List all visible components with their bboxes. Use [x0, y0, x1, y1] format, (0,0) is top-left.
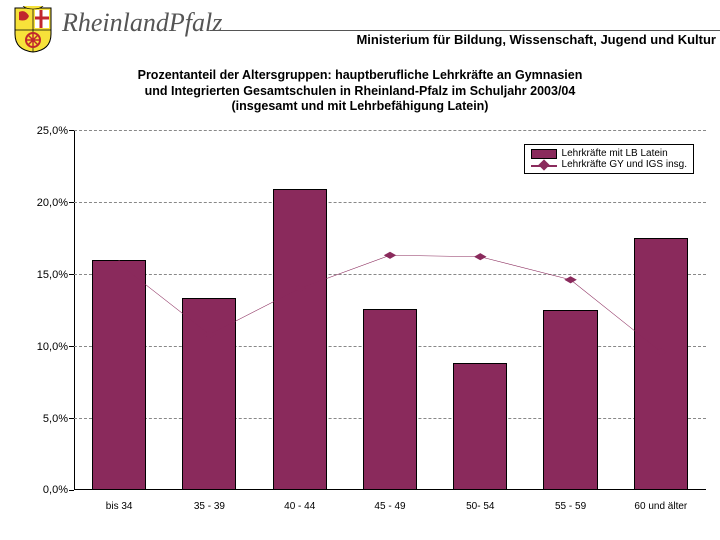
chart-area: 0,0%5,0%10,0%15,0%20,0%25,0% Lehrkräfte …	[28, 130, 712, 520]
x-tick-label: 40 - 44	[284, 501, 315, 512]
y-tick-label: 15,0%	[37, 269, 74, 281]
y-tick	[69, 490, 74, 491]
legend-swatch-icon	[531, 149, 557, 159]
ministry-label: Ministerium für Bildung, Wissenschaft, J…	[356, 32, 716, 47]
state-crest-icon	[12, 6, 54, 54]
legend-line-icon	[531, 160, 557, 170]
y-tick-label: 10,0%	[37, 341, 74, 353]
title-line: (insgesamt und mit Lehrbefähigung Latein…	[60, 99, 660, 115]
x-tick-label: 35 - 39	[194, 501, 225, 512]
line-marker	[384, 252, 397, 259]
line-marker	[474, 253, 487, 260]
x-tick-label: 50- 54	[466, 501, 494, 512]
legend-item-bars: Lehrkräfte mit LB Latein	[531, 148, 687, 159]
legend: Lehrkräfte mit LB Latein Lehrkräfte GY u…	[524, 144, 694, 174]
x-tick-label: 55 - 59	[555, 501, 586, 512]
page-header: RheinlandPfalz Ministerium für Bildung, …	[0, 0, 720, 60]
y-tick-label: 20,0%	[37, 197, 74, 209]
x-tick-label: 60 und älter	[634, 501, 687, 512]
legend-label: Lehrkräfte GY und IGS insg.	[562, 159, 687, 170]
legend-label: Lehrkräfte mit LB Latein	[562, 148, 668, 159]
legend-item-line: Lehrkräfte GY und IGS insg.	[531, 159, 687, 170]
title-line: und Integrierten Gesamtschulen in Rheinl…	[60, 84, 660, 100]
y-tick-label: 5,0%	[43, 413, 74, 425]
line-layer	[74, 130, 706, 490]
y-tick-label: 25,0%	[37, 125, 74, 137]
header-rule	[210, 30, 720, 31]
line-path	[119, 255, 661, 351]
plot-area: 0,0%5,0%10,0%15,0%20,0%25,0% Lehrkräfte …	[74, 130, 706, 490]
line-marker	[655, 348, 668, 355]
brand-wordmark: RheinlandPfalz	[62, 8, 222, 38]
chart-title: Prozentanteil der Altersgruppen: hauptbe…	[60, 68, 660, 115]
title-line: Prozentanteil der Altersgruppen: hauptbe…	[60, 68, 660, 84]
x-tick-label: 45 - 49	[374, 501, 405, 512]
line-marker	[113, 260, 126, 267]
x-tick-label: bis 34	[106, 501, 133, 512]
line-marker	[564, 276, 577, 283]
